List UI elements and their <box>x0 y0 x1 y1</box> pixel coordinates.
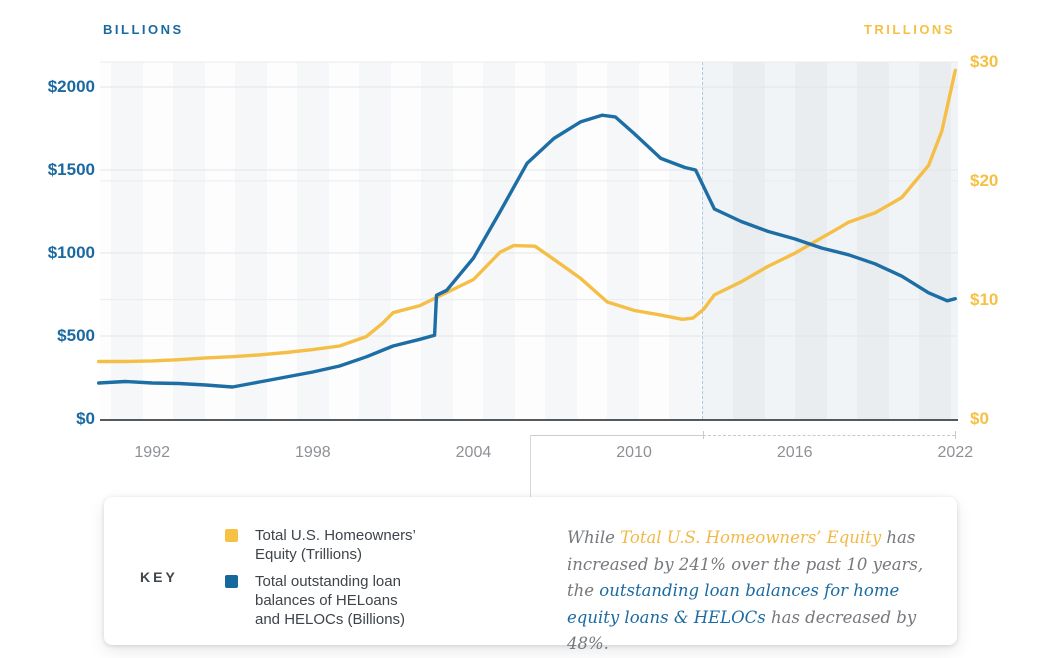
legend-item-equity: Total U.S. Homeowners’ Equity (Trillions) <box>225 526 416 564</box>
right-axis-tick-label: $0 <box>970 408 989 428</box>
past-10-years-highlight-region <box>702 62 958 419</box>
loans-swatch-icon <box>225 575 238 588</box>
annotation-segment-loans: outstanding loan balances for home equit… <box>567 581 900 627</box>
legend-item-loans-label: Total outstanding loan balances of HELoan… <box>255 572 405 629</box>
x-axis-tick-label: 1992 <box>134 444 170 461</box>
annotation-segment-plain: has increased by 241% over the past 10 y… <box>567 528 924 600</box>
callout-vertical-line <box>530 435 531 521</box>
legend-label-line: Total U.S. Homeowners’ <box>255 527 416 544</box>
left-axis-tick-label: $0 <box>76 409 95 428</box>
bracket-end-tick <box>955 431 956 439</box>
x-axis-tick-label: 2004 <box>455 444 492 461</box>
left-axis-tick-label: $2000 <box>47 77 95 96</box>
left-axis-tick-label: $500 <box>57 326 95 345</box>
right-axis-tick-label: $20 <box>970 170 999 190</box>
key-card: KEY Total U.S. Homeowners’ Equity (Trilli… <box>104 497 957 653</box>
past-10-years-bracket <box>703 435 955 436</box>
loan-balances-line <box>97 113 957 389</box>
annotation-segment-equity: Total U.S. Homeowners’ Equity <box>620 528 882 547</box>
x-axis-tick-label: 2022 <box>937 444 974 461</box>
callout-horizontal-line <box>530 435 703 436</box>
left-axis-tick-label: $1000 <box>47 243 95 262</box>
x-axis-tick-label: 2010 <box>616 444 652 461</box>
equity-line <box>97 68 957 364</box>
left-axis-title: BILLIONS <box>103 22 184 37</box>
annotation-segment-plain: While <box>567 528 621 547</box>
legend-label-line: balances of HELoans <box>255 592 398 609</box>
chart-lines-svg <box>97 61 958 389</box>
legend-item-equity-label: Total U.S. Homeowners’ Equity (Trillions) <box>255 526 416 564</box>
bracket-start-tick <box>703 431 704 439</box>
annotation-text: While Total U.S. Homeowners’ Equity has … <box>567 525 947 658</box>
right-axis-title: TRILLIONS <box>863 22 955 37</box>
legend-label-line: and HELOCs (Billions) <box>255 611 406 628</box>
annotation-segment-plain: has decreased by 48%. <box>567 607 917 654</box>
legend-label-line: Equity (Trillions) <box>255 546 362 563</box>
legend-label-line: Total outstanding loan <box>255 573 401 590</box>
key-label: KEY <box>140 569 178 585</box>
legend-item-loans: Total outstanding loan balances of HELoan… <box>225 572 405 629</box>
left-axis-tick-label: $1500 <box>47 160 95 179</box>
equity-swatch-icon <box>225 529 238 542</box>
x-axis-tick-label: 2016 <box>776 444 813 461</box>
right-axis-tick-label: $10 <box>970 289 999 309</box>
chart-plot-area[interactable] <box>97 61 958 421</box>
right-axis-tick-label: $30 <box>970 52 999 71</box>
x-axis-tick-label: 1998 <box>295 444 331 461</box>
